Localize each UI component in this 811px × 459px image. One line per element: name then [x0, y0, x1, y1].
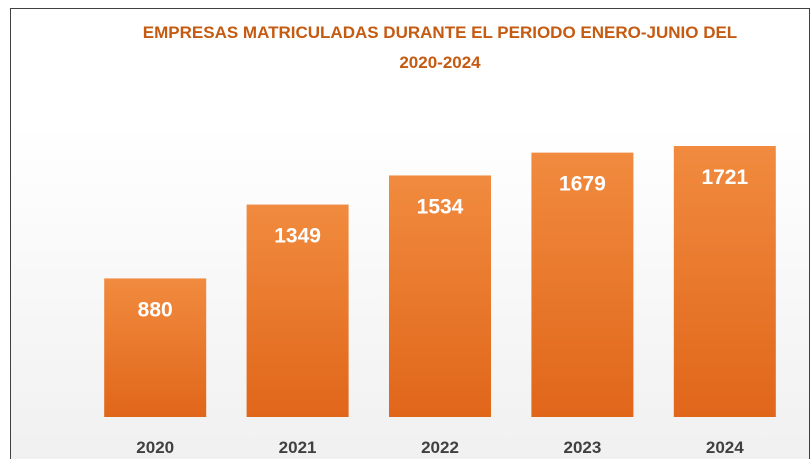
x-tick-label: 2023 [563, 438, 601, 457]
bar [104, 278, 207, 417]
bar [389, 175, 491, 417]
data-label: 880 [138, 298, 173, 321]
data-label: 1721 [701, 166, 748, 189]
data-label: 1534 [417, 195, 464, 218]
data-label: 1349 [274, 225, 321, 248]
bar [531, 152, 634, 418]
x-tick-label: 2022 [421, 438, 459, 457]
bar [246, 204, 349, 417]
x-tick-label: 2024 [706, 438, 744, 457]
data-label: 1679 [559, 173, 606, 196]
x-tick-label: 2021 [279, 438, 317, 457]
x-tick-label: 2020 [136, 438, 174, 457]
chart-title: EMPRESAS MATRICULADAS DURANTE EL PERIODO… [142, 23, 738, 72]
bar [673, 146, 776, 417]
